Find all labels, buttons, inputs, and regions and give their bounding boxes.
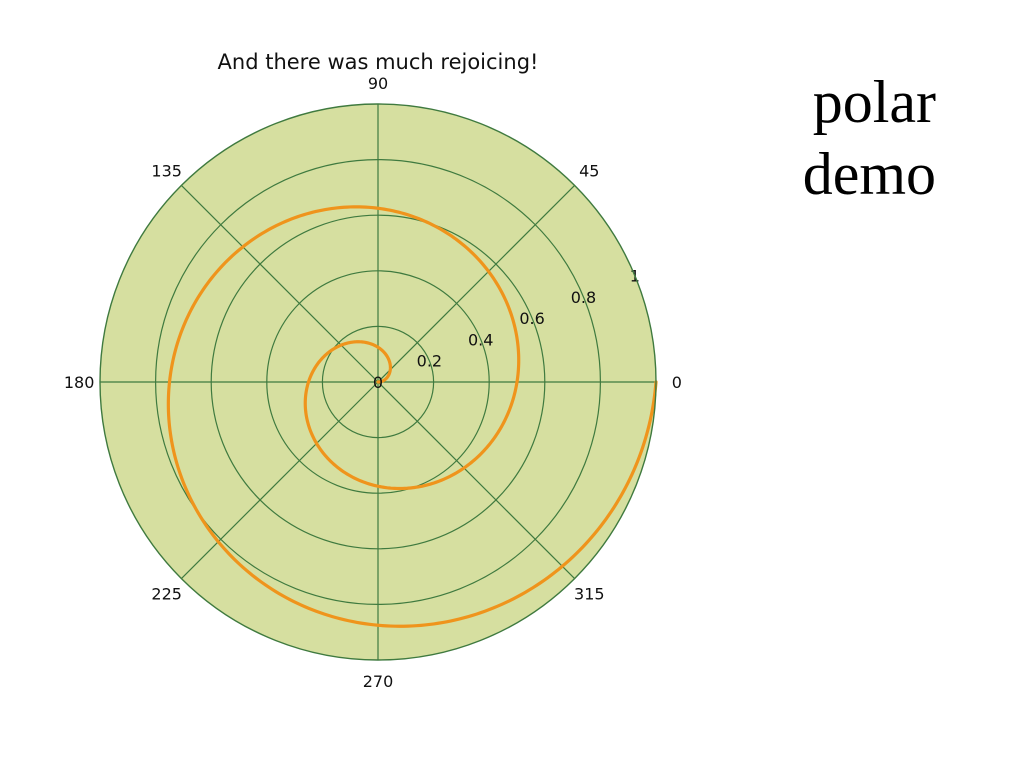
chart-title: And there was much rejoicing! [218,50,539,74]
theta-gridline-45 [377,185,575,383]
r-tick-label: 0.6 [519,309,544,328]
theta-tick-label: 0 [672,373,682,392]
theta-gridline-135 [181,185,379,383]
theta-tick-label: 180 [64,373,95,392]
r-origin-label: 0 [373,373,383,392]
theta-tick-label: 315 [574,584,605,603]
r-tick-label: 0.8 [571,288,596,307]
theta-tick-label: 135 [151,162,182,181]
slide-title-line2: demo [802,141,936,207]
r-tick-label: 0.2 [417,352,442,371]
r-tick-label: 0.4 [468,330,493,349]
theta-tick-label: 45 [579,162,599,181]
slide-title: polar demo [676,66,936,210]
plot-area-outline [99,103,657,661]
theta-gridline-315 [377,381,575,579]
theta-gridline-225 [181,381,379,579]
theta-tick-label: 270 [363,672,394,691]
theta-tick-label: 225 [151,584,182,603]
theta-tick-label: 90 [368,74,388,93]
series-line-0 [166,205,658,628]
slide-title-line1: polar [812,69,936,135]
